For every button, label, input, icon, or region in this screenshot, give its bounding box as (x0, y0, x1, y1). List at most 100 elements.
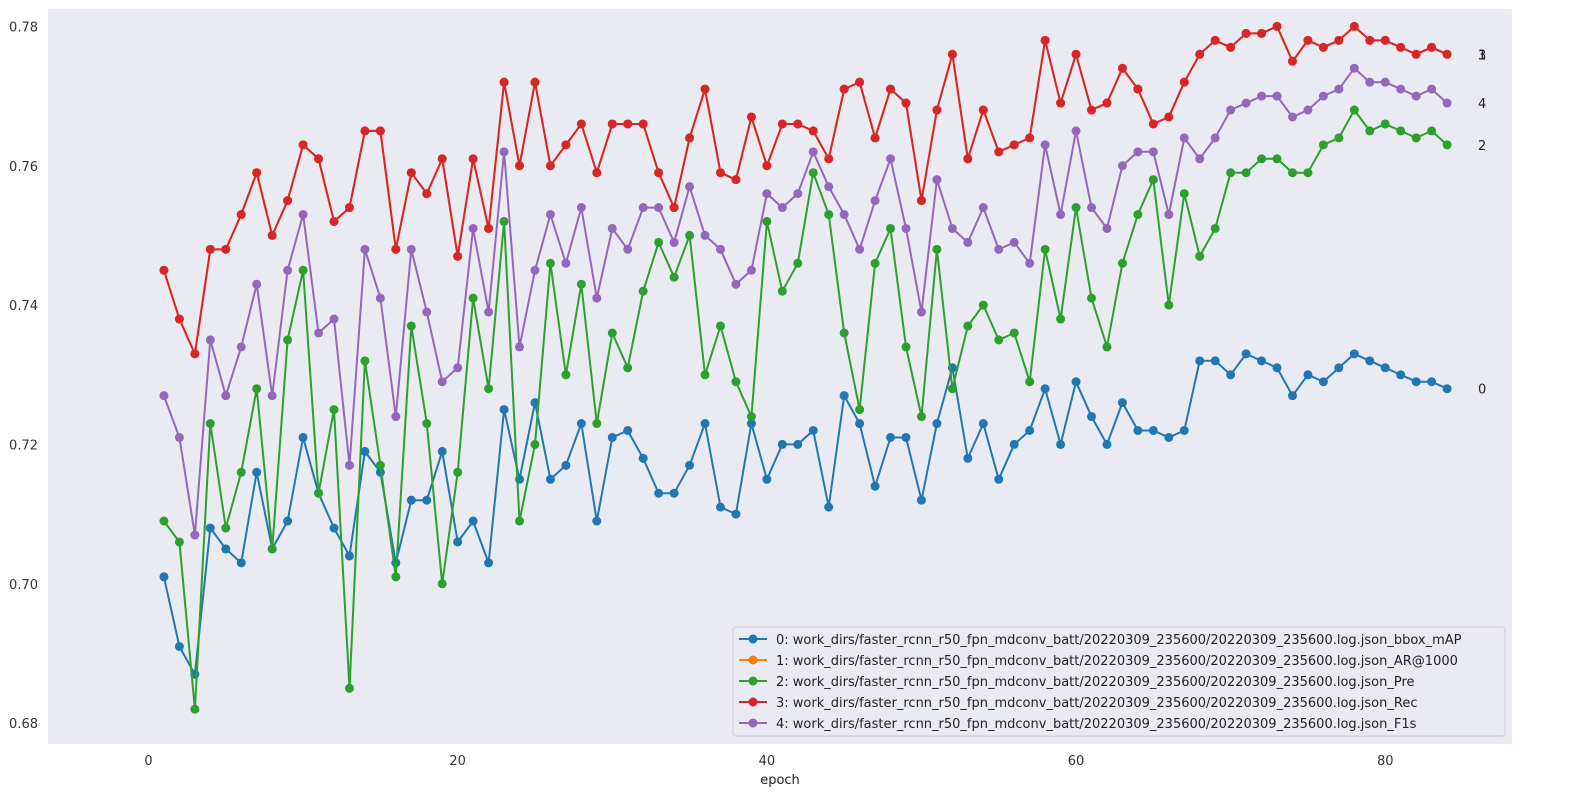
data-point (422, 189, 432, 199)
data-point (762, 161, 772, 171)
data-point (1427, 42, 1437, 52)
data-point (484, 307, 494, 317)
data-point (1179, 77, 1189, 87)
data-point (1071, 203, 1081, 213)
data-point (654, 488, 664, 498)
data-point (283, 516, 293, 526)
data-point (360, 446, 370, 456)
data-point (886, 223, 896, 233)
data-point (1303, 168, 1313, 178)
data-point (252, 384, 262, 394)
data-point (1071, 49, 1081, 59)
data-point (607, 119, 617, 129)
data-point (839, 328, 849, 338)
data-point (1148, 425, 1158, 435)
data-point (515, 161, 525, 171)
data-point (886, 154, 896, 164)
data-point (654, 203, 664, 213)
data-point (1009, 237, 1019, 247)
data-point (685, 230, 695, 240)
series-end-label: 2 (1478, 139, 1486, 154)
data-point (916, 307, 926, 317)
data-point (1411, 49, 1421, 59)
y-axis-ticks: 0.68 0.70 0.72 0.74 0.76 0.78 (9, 20, 38, 732)
data-point (1396, 42, 1406, 52)
data-point (1040, 140, 1050, 150)
data-point (344, 683, 354, 693)
data-point (190, 349, 200, 359)
data-point (1365, 35, 1375, 45)
data-point (1102, 342, 1112, 352)
data-point (1287, 56, 1297, 66)
data-point (1396, 84, 1406, 94)
data-point (221, 391, 231, 401)
series-end-label: 3 (1478, 48, 1486, 63)
data-point (777, 203, 787, 213)
data-point (777, 286, 787, 296)
data-point (1303, 370, 1313, 380)
data-point (715, 502, 725, 512)
data-point (499, 405, 509, 415)
data-point (298, 432, 308, 442)
data-point (468, 223, 478, 233)
data-point (298, 265, 308, 275)
data-point (1303, 105, 1313, 115)
data-point (236, 210, 246, 220)
data-point (360, 126, 370, 136)
y-tick-label: 0.76 (9, 160, 38, 175)
data-point (453, 363, 463, 373)
data-point (1210, 356, 1220, 366)
data-point (1148, 119, 1158, 129)
data-point (669, 203, 679, 213)
data-point (1349, 105, 1359, 115)
data-point (499, 147, 509, 157)
data-point (746, 419, 756, 429)
data-point (700, 230, 710, 240)
data-point (685, 460, 695, 470)
data-point (1179, 425, 1189, 435)
data-point (932, 244, 942, 254)
data-point (267, 544, 277, 554)
data-point (1210, 133, 1220, 143)
data-point (731, 509, 741, 519)
legend-label: 0: work_dirs/faster_rcnn_r50_fpn_mdconv_… (776, 633, 1462, 648)
data-point (963, 237, 973, 247)
data-point (561, 258, 571, 268)
data-point (901, 98, 911, 108)
legend-marker (748, 634, 758, 644)
data-point (947, 223, 957, 233)
data-point (994, 244, 1004, 254)
data-point (638, 203, 648, 213)
data-point (453, 467, 463, 477)
data-point (1349, 63, 1359, 73)
data-point (1272, 363, 1282, 373)
data-point (1287, 168, 1297, 178)
series-4 (159, 63, 1452, 540)
data-point (422, 307, 432, 317)
series-end-label: 0 (1478, 383, 1486, 398)
data-point (1210, 223, 1220, 233)
data-point (1195, 251, 1205, 261)
data-point (391, 572, 401, 582)
data-point (1071, 377, 1081, 387)
data-point (1226, 370, 1236, 380)
data-point (252, 467, 262, 477)
data-point (437, 154, 447, 164)
data-point (793, 439, 803, 449)
data-point (1133, 210, 1143, 220)
data-point (314, 328, 324, 338)
data-point (592, 168, 602, 178)
legend-item: 0: work_dirs/faster_rcnn_r50_fpn_mdconv_… (739, 633, 1462, 648)
data-point (391, 244, 401, 254)
data-point (561, 370, 571, 380)
data-point (1164, 300, 1174, 310)
data-point (190, 704, 200, 714)
data-point (963, 154, 973, 164)
data-point (855, 405, 865, 415)
data-point (901, 432, 911, 442)
data-point (515, 342, 525, 352)
data-point (437, 446, 447, 456)
data-point (499, 216, 509, 226)
data-point (623, 363, 633, 373)
